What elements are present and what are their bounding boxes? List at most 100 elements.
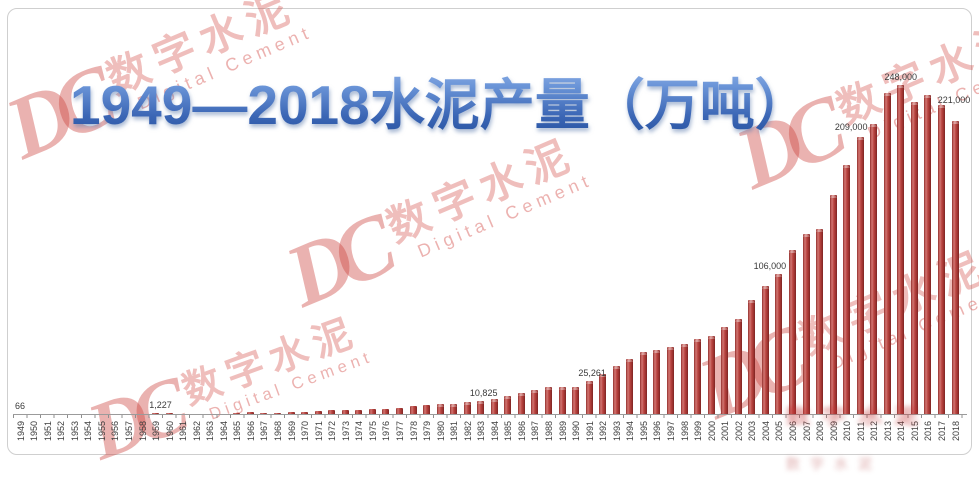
bar-1988 (545, 387, 552, 415)
x-axis-label: 2002 (733, 420, 744, 441)
blurred-watermark-footer: 数字水泥 (786, 456, 882, 472)
bar-2007 (802, 234, 810, 415)
bar-2016 (924, 95, 932, 415)
x-axis-label: 1981 (449, 420, 460, 441)
data-label-1983: 10,825 (469, 387, 498, 398)
bar-1974 (355, 410, 363, 415)
bar-top-highlight (545, 387, 552, 390)
bar-2001 (721, 327, 729, 415)
bar-1999 (694, 338, 701, 415)
x-axis-label: 1980 (435, 420, 446, 441)
x-axis-label: 1982 (462, 420, 473, 441)
x-axis-label: 1996 (652, 420, 663, 441)
bar-1991 (585, 381, 593, 415)
x-axis-label: 1993 (611, 420, 622, 441)
bar-2005 (775, 274, 783, 415)
x-axis-label: 1972 (327, 420, 338, 441)
x-axis-label: 1978 (408, 420, 419, 441)
x-axis-label: 1961 (178, 420, 189, 441)
x-axis-label: 1960 (164, 420, 175, 441)
bar-top-highlight (490, 398, 498, 402)
bar-2011 (856, 136, 864, 415)
data-label-1949: 66 (14, 401, 26, 411)
bar-top-highlight (870, 123, 878, 127)
bar-1965 (233, 412, 241, 415)
x-axis-label: 1952 (56, 420, 67, 441)
bar-1969 (287, 412, 295, 415)
bar-1972 (328, 410, 336, 415)
chart-frame (7, 8, 972, 455)
bar-top-highlight (653, 349, 661, 353)
x-axis-label: 2005 (774, 420, 785, 441)
bar-top-highlight (816, 228, 823, 232)
x-axis-label: 1975 (367, 420, 378, 441)
bar-top-highlight (612, 366, 620, 369)
bar-1994 (626, 359, 634, 415)
x-axis-label: 1957 (123, 420, 134, 441)
bar-1982 (463, 402, 471, 415)
bar-1978 (409, 406, 417, 415)
bar-2017 (938, 105, 945, 415)
bar-1980 (436, 404, 444, 415)
x-axis-label: 1956 (110, 420, 121, 441)
bar-top-highlight (883, 93, 891, 96)
bar-1981 (450, 404, 458, 415)
data-label-2018: 221,000 (937, 94, 971, 105)
bar-2004 (761, 286, 769, 415)
bar-2015 (910, 102, 918, 415)
bar-top-highlight (707, 335, 715, 339)
bar-top-highlight (666, 346, 674, 350)
bar-2003 (748, 300, 756, 415)
bar-top-highlight (531, 390, 539, 394)
x-axis-label: 1954 (83, 420, 94, 441)
x-axis-label: 1963 (205, 420, 216, 441)
bar-2012 (870, 123, 878, 415)
bar-top-highlight (856, 136, 864, 140)
x-axis-label: 1992 (598, 420, 609, 441)
x-axis-label: 1994 (625, 420, 636, 441)
bar-top-highlight (572, 387, 580, 391)
x-axis-label: 1988 (544, 420, 554, 441)
bar-1986 (517, 392, 525, 415)
x-axis-label: 1962 (191, 420, 202, 441)
bar-1979 (423, 405, 430, 415)
x-axis-label: 1974 (354, 420, 365, 441)
bar-1960 (165, 412, 173, 415)
bar-top-highlight (910, 102, 918, 106)
bar-top-highlight (802, 234, 810, 237)
bar-top-highlight (788, 250, 796, 253)
bar-1976 (382, 408, 390, 415)
x-axis-label: 1977 (394, 420, 405, 441)
bar-2009 (829, 195, 837, 415)
x-axis-label: 1986 (516, 420, 527, 441)
bar-top-highlight (463, 402, 471, 406)
bar-1990 (572, 387, 580, 415)
data-label-1959: 1,227 (149, 400, 172, 411)
x-axis-label: 1983 (476, 420, 487, 441)
bar-top-highlight (639, 351, 647, 355)
x-axis-label: 1950 (29, 420, 40, 441)
bar-top-highlight (748, 300, 756, 304)
x-axis-label: 1958 (137, 420, 148, 441)
bar-2014 (897, 85, 905, 415)
bar-top-highlight (734, 318, 742, 322)
x-axis-label: 1987 (530, 420, 541, 441)
bar-2008 (816, 228, 823, 415)
bar-top-highlight (585, 381, 593, 385)
x-axis-label: 1976 (381, 420, 392, 441)
bar-top-highlight (829, 195, 837, 199)
bar-top-highlight (599, 374, 607, 377)
chart-title: 1949—2018水泥产量（万吨） (70, 60, 810, 140)
bar-1971 (314, 410, 322, 415)
blurred-watermark: 数字水泥 (786, 405, 930, 429)
x-axis-label: 1971 (313, 420, 324, 441)
bar-2018 (951, 120, 959, 415)
bar-top-highlight (924, 95, 932, 99)
bar-top-highlight (626, 359, 634, 362)
bar-top-highlight (694, 338, 701, 342)
x-axis-label: 1959 (151, 420, 161, 441)
x-axis-label: 2004 (760, 420, 771, 441)
x-axis-label: 2003 (747, 420, 758, 441)
bar-1995 (639, 351, 647, 415)
x-axis-label: 1989 (557, 420, 568, 441)
